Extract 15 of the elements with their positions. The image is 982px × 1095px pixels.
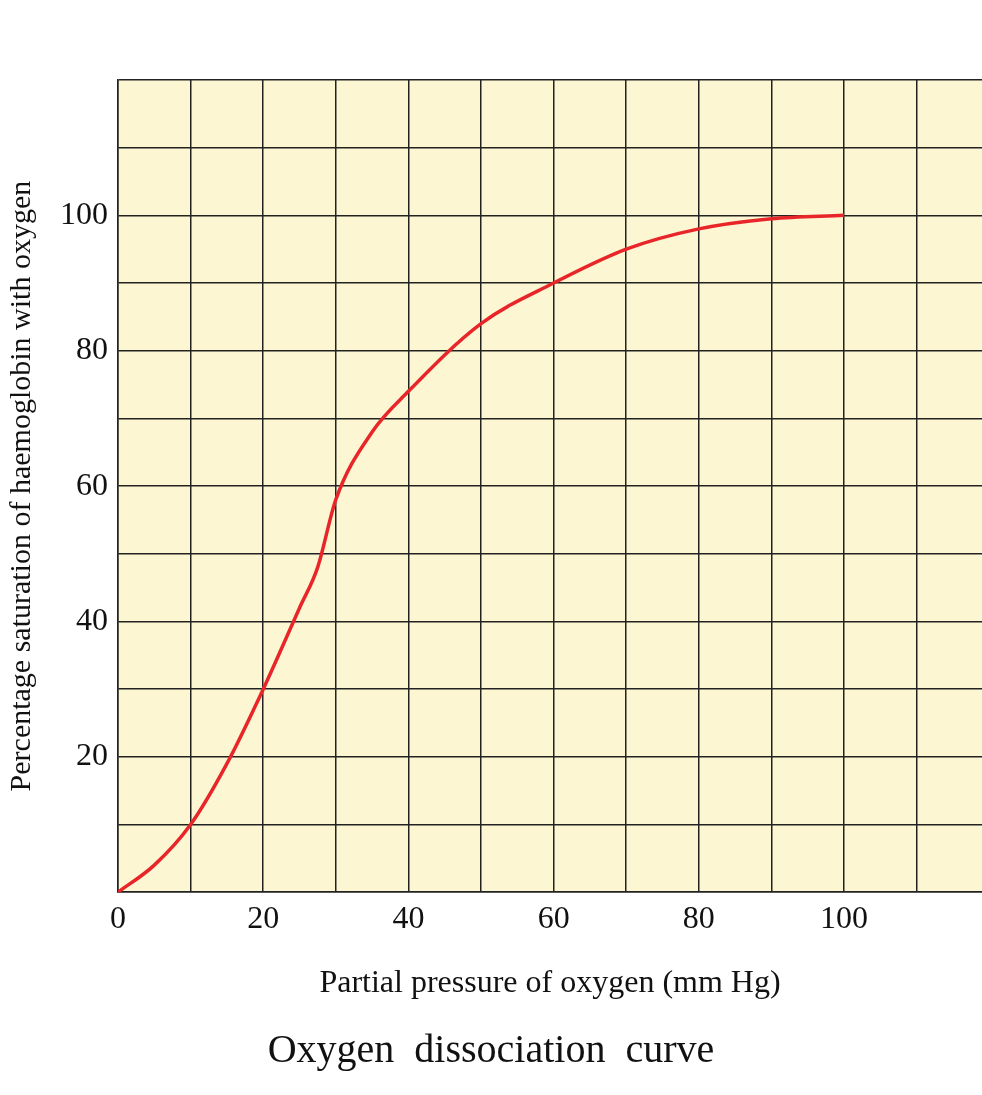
x-axis-title: Partial pressure of oxygen (mm Hg) (319, 963, 781, 1000)
y-tick-label: 40 (76, 600, 108, 637)
x-tick-label: 0 (110, 898, 126, 935)
x-tick-label: 100 (820, 898, 869, 935)
line-series (118, 213, 846, 893)
text: Oxygen dissociation curve (267, 1025, 715, 1071)
x-tick-label: 40 (392, 898, 425, 935)
y-tick-label: 60 (76, 465, 108, 502)
x-tick-label: 60 (537, 898, 570, 935)
y-tick-label: 20 (76, 736, 108, 773)
x-tick-label: 80 (682, 898, 715, 935)
y-tick-label: 80 (76, 330, 108, 367)
y-axis-title: Percentage saturation of haemoglobin with oxygen (2, 180, 36, 792)
y-tick-label: 100 (60, 194, 108, 231)
x-tick-label: 20 (247, 898, 280, 935)
